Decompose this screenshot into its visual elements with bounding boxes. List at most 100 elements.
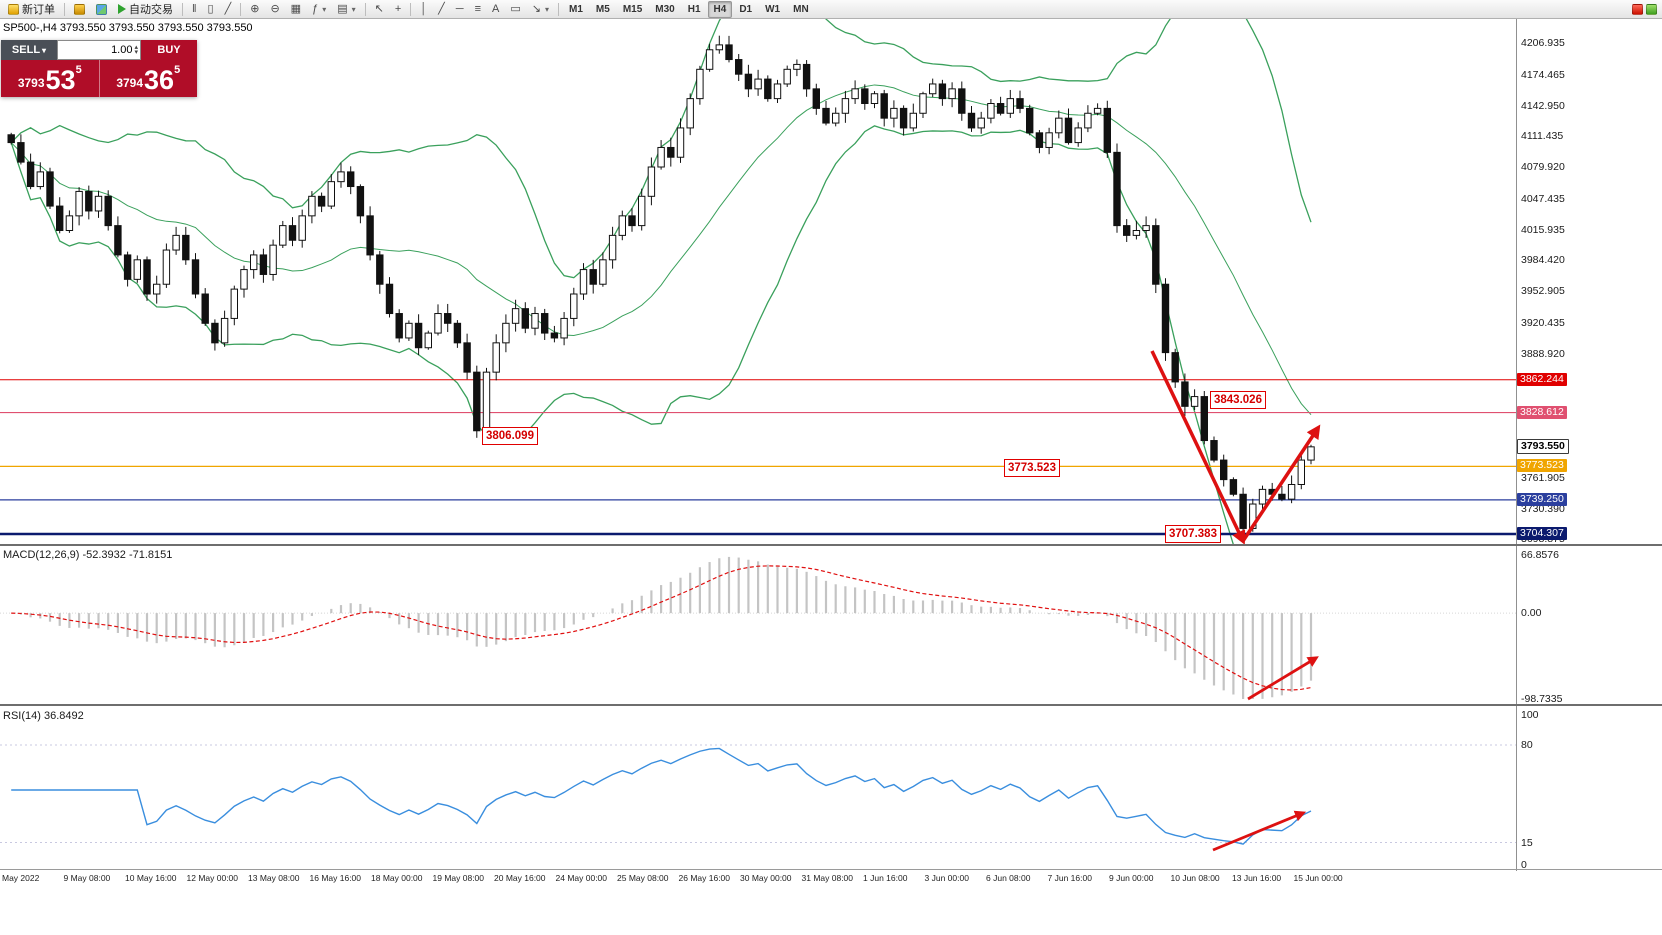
- caret-down-icon: ▾: [134, 49, 138, 56]
- time-tick-label: 10 Jun 08:00: [1170, 873, 1220, 883]
- indicators-button[interactable]: ƒ ▾: [307, 1, 331, 18]
- buy-price: 3794 36 5: [98, 60, 198, 97]
- trendline-tool-button[interactable]: ╱: [433, 1, 450, 18]
- time-tick-label: 31 May 08:00: [801, 873, 854, 883]
- new-order-label: 新订单: [22, 4, 55, 16]
- alert-icon[interactable]: [1632, 3, 1643, 15]
- time-tick-label: 20 May 16:00: [494, 873, 546, 883]
- connection-status-icon[interactable]: [1646, 3, 1657, 15]
- toolbar-separator: [364, 2, 366, 16]
- caret-up-icon: ▴: [134, 44, 138, 51]
- profiles-button[interactable]: [91, 1, 112, 18]
- time-tick-label: 10 May 16:00: [125, 873, 177, 883]
- volume-value: 1.00: [111, 44, 133, 56]
- cursor-icon: ↖: [374, 2, 384, 15]
- autotrading-label: 自动交易: [129, 4, 173, 16]
- time-tick-label: 25 May 08:00: [617, 873, 669, 883]
- time-tick-label: 24 May 00:00: [555, 873, 608, 883]
- autotrading-button[interactable]: 自动交易: [113, 1, 178, 18]
- timeframe-w1[interactable]: W1: [765, 3, 781, 15]
- timeframe-m30[interactable]: M30: [655, 3, 675, 15]
- caret-down-icon: ▾: [322, 4, 327, 14]
- macd-indicator-label: MACD(12,26,9) -52.3932 -71.8151: [3, 549, 173, 561]
- arrows-tool-button[interactable]: ↘ ▾: [527, 1, 554, 18]
- chart-icon: [74, 3, 85, 15]
- hline-tool-button[interactable]: ─: [451, 1, 469, 18]
- buy-label: BUY: [157, 44, 181, 56]
- toolbar: 新订单 自动交易 ‖ ▯ ╱ ⊕ ⊖ ▦ ƒ ▾ ▤ ▾ ↖ + │ ╱ ─ ≡ A…: [0, 0, 1662, 19]
- indicators-icon: ƒ: [312, 2, 319, 15]
- bar-chart-icon: ‖: [192, 2, 197, 15]
- candlestick-chart-button[interactable]: ▯: [203, 1, 219, 18]
- timeframe-m1[interactable]: M1: [569, 3, 583, 15]
- zoom-out-button[interactable]: ⊖: [265, 1, 284, 18]
- price-axis-border: [1516, 19, 1517, 871]
- autotrade-play-icon: [118, 4, 126, 14]
- vline-icon: │: [420, 2, 428, 15]
- charts-button[interactable]: [69, 1, 90, 18]
- toolbar-separator: [240, 2, 242, 16]
- toolbar-separator: [558, 2, 559, 16]
- text-icon: A: [492, 2, 500, 15]
- templates-icon: ▤: [337, 2, 348, 15]
- price-label-annotation[interactable]: 3806.099: [482, 427, 538, 445]
- templates-button[interactable]: ▤ ▾: [332, 1, 360, 18]
- timeframe-h4[interactable]: H4: [707, 0, 733, 18]
- time-tick-label: 26 May 16:00: [678, 873, 731, 883]
- timeframe-m5[interactable]: M5: [595, 3, 610, 15]
- fibonacci-tool-button[interactable]: ≡: [470, 1, 486, 18]
- trade-prices: 3793 53 5 3794 36 5: [1, 60, 197, 97]
- macd-panel-chart[interactable]: [0, 546, 1662, 704]
- zoom-out-icon: ⊖: [270, 2, 280, 15]
- tile-windows-icon: ▦: [290, 2, 302, 15]
- time-axis[interactable]: May 2022 9 May 08:00 10 May 16:00 12 May 00…: [0, 871, 1662, 885]
- caret-down-icon: ▾: [544, 4, 549, 14]
- timeframe-m15[interactable]: M15: [622, 3, 643, 15]
- cursor-button[interactable]: ↖: [370, 1, 389, 18]
- timeframe-h1[interactable]: H1: [687, 3, 701, 15]
- tile-windows-button[interactable]: ▦: [286, 1, 306, 18]
- time-tick-label: 3 Jun 00:00: [924, 873, 969, 883]
- bar-chart-button[interactable]: ‖: [187, 1, 202, 18]
- toolbar-separator: [182, 2, 183, 16]
- timeframe-d1[interactable]: D1: [739, 3, 753, 15]
- sell-button[interactable]: SELL ▾: [1, 40, 57, 60]
- toolbar-separator: [410, 2, 412, 16]
- trendline-icon: ╱: [438, 2, 445, 15]
- caret-down-icon: ▾: [351, 4, 356, 14]
- time-tick-label: 7 Jun 16:00: [1047, 873, 1092, 883]
- zoom-in-icon: ⊕: [250, 2, 260, 15]
- time-tick-label: 13 Jun 16:00: [1232, 873, 1282, 883]
- price-label-annotation[interactable]: 3707.383: [1165, 525, 1221, 543]
- volume-stepper[interactable]: ▴ ▾: [134, 44, 138, 56]
- panel-splitter[interactable]: [0, 544, 1662, 546]
- time-tick-label: 16 May 16:00: [309, 873, 362, 883]
- new-order-button[interactable]: 新订单: [3, 1, 60, 18]
- price-label-annotation[interactable]: 3773.523: [1004, 459, 1060, 477]
- candlestick-chart[interactable]: [0, 19, 1662, 545]
- candlestick-chart-icon: ▯: [207, 2, 214, 15]
- volume-input[interactable]: 1.00 ▴ ▾: [57, 40, 141, 60]
- panel-splitter[interactable]: [0, 704, 1662, 706]
- time-tick-label: 6 Jun 08:00: [986, 873, 1031, 883]
- vline-tool-button[interactable]: │: [415, 1, 432, 18]
- time-tick-label: 19 May 08:00: [432, 873, 485, 883]
- time-tick-label: May 2022: [2, 873, 40, 883]
- line-chart-button[interactable]: ╱: [220, 1, 237, 18]
- buy-button[interactable]: BUY: [141, 40, 197, 60]
- rsi-indicator-label: RSI(14) 36.8492: [3, 710, 84, 722]
- arrows-icon: ↘: [531, 2, 541, 15]
- time-axis-border: [0, 869, 1662, 870]
- text-tool-button[interactable]: A: [487, 1, 504, 18]
- price-label-annotation[interactable]: 3843.026: [1210, 391, 1266, 409]
- crosshair-icon: +: [394, 2, 402, 15]
- chart-ohlc-header: SP500-,H4 3793.550 3793.550 3793.550 379…: [3, 22, 253, 34]
- label-tool-button[interactable]: ▭: [505, 1, 525, 18]
- zoom-in-button[interactable]: ⊕: [245, 1, 264, 18]
- timeframe-mn[interactable]: MN: [793, 3, 809, 15]
- new-order-icon: [8, 3, 19, 15]
- crosshair-button[interactable]: +: [390, 1, 406, 18]
- rsi-panel-chart[interactable]: [0, 706, 1662, 870]
- line-chart-icon: ╱: [224, 2, 232, 15]
- sell-label: SELL: [11, 44, 41, 56]
